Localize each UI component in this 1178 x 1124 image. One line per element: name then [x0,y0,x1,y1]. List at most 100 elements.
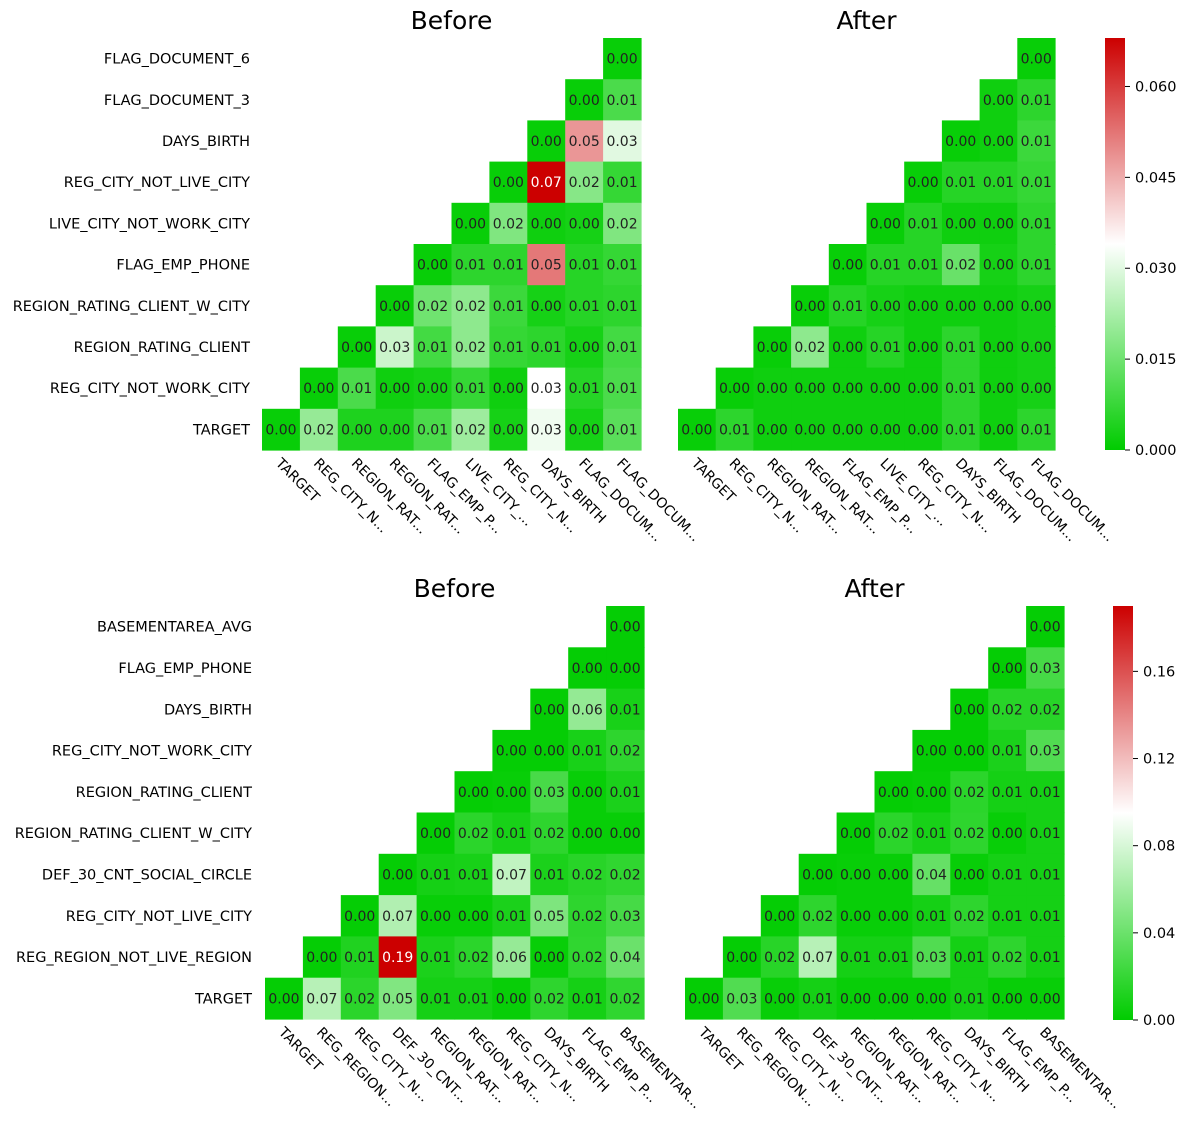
cell-value-label: 0.07 [802,950,833,966]
cell-value-label: 0.02 [455,340,486,356]
cell-value-label: 0.02 [606,216,637,232]
heatmap-cell [912,853,951,896]
heatmap-cell [413,367,453,410]
cell-value-label: 0.00 [945,299,976,315]
colorbar-tick-label: 0.00 [1143,1013,1175,1029]
cell-value-label: 0.01 [1029,867,1060,883]
heatmap-cell [302,977,342,1020]
heatmap-cell [791,326,830,369]
cell-value-label: 0.03 [531,422,562,438]
heatmap-cell [606,606,645,648]
cell-value-label: 0.00 [493,175,524,191]
colorbar-tick-label: 0.16 [1143,664,1175,680]
heatmap-cell [378,977,418,1020]
cell-value-label: 0.01 [878,950,909,966]
heatmap-cell [828,326,868,369]
heatmap-cell [530,812,569,855]
heatmap-cell [950,688,989,731]
cell-value-label: 0.00 [531,216,562,232]
heatmap-cell [489,161,528,204]
cell-value-label: 0.02 [344,991,375,1007]
cell-value-label: 0.03 [726,991,757,1007]
heatmap-cell [753,367,792,410]
heatmap-cell [603,408,642,451]
cell-value-label: 0.00 [870,216,901,232]
heatmap-cell [1026,647,1065,690]
heatmap-cell [413,244,453,286]
heatmap-cell [979,161,1018,204]
row-label: FLAG_EMP_PHONE [118,661,252,677]
cell-value-label: 0.01 [572,744,603,760]
heatmap-cell [606,936,645,979]
cell-value-label: 0.00 [1021,381,1052,397]
heatmap-cell [950,977,989,1020]
cell-value-label: 0.00 [496,991,527,1007]
heatmap-cell [565,285,604,327]
cell-value-label: 0.01 [802,991,833,1007]
heatmap-cell [828,367,868,410]
cell-value-label: 0.00 [417,381,448,397]
row-label: REG_CITY_NOT_WORK_CITY [52,744,252,760]
heatmap-cell [988,895,1027,937]
colorbar-tick-label: 0.030 [1135,261,1177,277]
cell-value-label: 0.02 [794,340,825,356]
heatmap-cell [791,367,830,410]
cell-value-label: 0.00 [916,991,947,1007]
heatmap-cell [950,729,989,772]
heatmap-cell [603,244,642,286]
heatmap-cell [874,895,913,937]
cell-value-label: 0.00 [945,134,976,150]
heatmap-cell [492,936,531,979]
heatmap-cell [866,367,905,410]
heatmap-cell [265,977,304,1020]
heatmap-cell [988,853,1027,896]
heatmap-cell [874,812,913,855]
cell-value-label: 0.01 [606,340,637,356]
cell-value-label: 0.06 [572,702,603,718]
row-label: FLAG_DOCUMENT_6 [104,52,250,68]
heatmap-cell [489,367,528,410]
cell-value-label: 0.00 [907,299,938,315]
cell-value-label: 0.00 [945,216,976,232]
heatmap-cell [530,853,569,896]
heatmap-cell [454,853,493,896]
heatmap-title: Before [411,6,493,35]
cell-value-label: 0.00 [870,422,901,438]
heatmap-cell [530,771,569,814]
cell-value-label: 0.00 [268,991,299,1007]
cell-value-label: 0.01 [344,950,375,966]
heatmap-cell [416,895,456,937]
cell-value-label: 0.00 [870,381,901,397]
heatmap-cell [413,285,453,327]
heatmap-cell [530,895,569,937]
cell-value-label: 0.01 [420,867,451,883]
cell-value-label: 0.00 [569,340,600,356]
cell-value-label: 0.01 [1029,826,1060,842]
cell-value-label: 0.00 [983,93,1014,109]
cell-value-label: 0.01 [1029,950,1060,966]
cell-value-label: 0.00 [344,909,375,925]
heatmap-cell [451,244,490,286]
heatmap-cell [568,688,607,731]
cell-value-label: 0.00 [726,950,757,966]
heatmap-cell [950,812,989,855]
heatmap-title: After [836,6,897,35]
cell-value-label: 0.00 [572,661,603,677]
cell-value-label: 0.00 [609,826,640,842]
cell-value-label: 0.00 [569,93,600,109]
cell-value-label: 0.00 [493,381,524,397]
row-label: REG_CITY_NOT_LIVE_CITY [64,175,250,191]
heatmap-cell [492,812,531,855]
cell-value-label: 0.01 [341,381,372,397]
heatmap-cell [302,936,342,979]
cell-value-label: 0.06 [496,950,527,966]
heatmap-cell [568,853,607,896]
heatmap-cell [791,285,830,327]
cell-value-label: 0.05 [534,909,565,925]
cell-value-label: 0.00 [688,991,719,1007]
colorbar-tick-label: 0.060 [1135,79,1177,95]
cell-value-label: 0.01 [992,744,1023,760]
cell-value-label: 0.01 [945,422,976,438]
heatmap-cell [1017,202,1056,245]
cell-value-label: 0.01 [572,991,603,1007]
